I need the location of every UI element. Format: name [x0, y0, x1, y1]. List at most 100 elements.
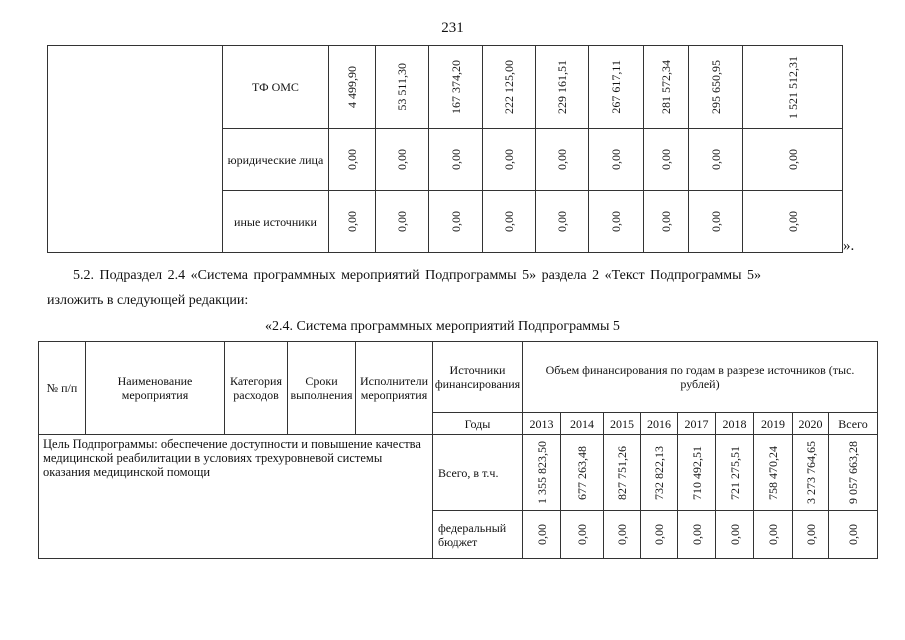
value-cell-text: 0,00 — [502, 149, 516, 170]
value-cell-text: 0,00 — [609, 211, 623, 232]
source-label: юридические лица — [222, 128, 329, 191]
value-cell: 0,00 — [588, 128, 644, 191]
value-cell-text: 0,00 — [659, 211, 673, 232]
value-cell: 0,00 — [742, 190, 843, 253]
value-cell: 0,00 — [677, 510, 716, 559]
header-name: Наименование мероприятия — [85, 341, 225, 435]
value-cell: 0,00 — [522, 510, 561, 559]
value-cell-text: 721 275,51 — [727, 445, 742, 500]
value-cell-text: 0,00 — [689, 524, 704, 545]
header-num: № п/п — [38, 341, 86, 435]
value-cell: 0,00 — [535, 190, 589, 253]
value-cell: 0,00 — [560, 510, 604, 559]
header-sources: Источники финансирования — [432, 341, 523, 413]
value-cell: 53 511,30 — [375, 45, 429, 129]
value-cell-text: 0,00 — [785, 149, 800, 170]
value-cell: 0,00 — [688, 128, 743, 191]
value-cell: 677 263,48 — [560, 434, 604, 511]
value-cell-text: 1 521 512,31 — [785, 55, 800, 119]
value-cell-text: 0,00 — [448, 211, 463, 232]
year-header: 2020 — [792, 412, 829, 435]
blank-cell — [47, 45, 223, 253]
value-cell: 267 617,11 — [588, 45, 644, 129]
value-cell: 0,00 — [828, 510, 878, 559]
year-header: 2018 — [715, 412, 754, 435]
goal-cell: Цель Подпрограммы: обеспечение доступнос… — [38, 434, 433, 559]
year-header: 2017 — [677, 412, 716, 435]
value-cell: 0,00 — [640, 510, 678, 559]
value-cell: 229 161,51 — [535, 45, 589, 129]
value-cell-text: 758 470,24 — [766, 445, 780, 500]
value-cell: 0,00 — [643, 128, 689, 191]
value-cell: 710 492,51 — [677, 434, 716, 511]
value-cell-text: 0,00 — [615, 524, 629, 545]
value-cell: 0,00 — [328, 190, 376, 253]
value-cell-text: 0,00 — [609, 149, 623, 170]
value-cell: 1 521 512,31 — [742, 45, 843, 129]
source-label: Всего, в т.ч. — [432, 434, 523, 511]
value-cell-text: 0,00 — [345, 149, 359, 170]
value-cell: 3 273 764,65 — [792, 434, 829, 511]
value-cell-text: 0,00 — [659, 149, 673, 170]
value-cell: 732 822,13 — [640, 434, 678, 511]
value-cell: 0,00 — [482, 190, 536, 253]
value-cell: 0,00 — [742, 128, 843, 191]
value-cell-text: 677 263,48 — [575, 445, 589, 500]
year-header: 2013 — [522, 412, 561, 435]
value-cell: 0,00 — [643, 190, 689, 253]
year-header: 2015 — [603, 412, 641, 435]
value-cell: 721 275,51 — [715, 434, 754, 511]
value-cell: 0,00 — [482, 128, 536, 191]
year-header: 2014 — [560, 412, 604, 435]
value-cell-text: 4 499,90 — [345, 66, 359, 108]
value-cell: 295 650,95 — [688, 45, 743, 129]
value-cell-text: 0,00 — [708, 211, 723, 232]
value-cell-text: 0,00 — [345, 211, 359, 232]
closing-quote: ». — [843, 238, 855, 254]
value-cell-text: 0,00 — [395, 149, 409, 170]
value-cell: 0,00 — [375, 128, 429, 191]
header-terms: Сроки выполнения — [287, 341, 356, 435]
header-category: Категория расходов — [224, 341, 288, 435]
value-cell-text: 827 751,26 — [615, 445, 629, 500]
value-cell-text: 295 650,95 — [708, 60, 723, 114]
value-cell: 0,00 — [428, 128, 483, 191]
value-cell-text: 0,00 — [803, 524, 818, 545]
value-cell: 281 572,34 — [643, 45, 689, 129]
value-cell-text: 0,00 — [652, 524, 666, 545]
value-cell-text: 222 125,00 — [502, 60, 516, 114]
source-label: иные источники — [222, 190, 329, 253]
value-cell-text: 0,00 — [534, 524, 549, 545]
value-cell-text: 0,00 — [785, 211, 800, 232]
value-cell: 0,00 — [792, 510, 829, 559]
paragraph-line-1: 5.2. Подраздел 2.4 «Система программных … — [73, 268, 762, 283]
header-executors: Исполнители мероприятия — [355, 341, 433, 435]
value-cell: 0,00 — [753, 510, 793, 559]
value-cell-text: 710 492,51 — [689, 445, 704, 500]
page-number: 231 — [441, 20, 464, 36]
value-cell-text: 0,00 — [846, 524, 860, 545]
value-cell: 4 499,90 — [328, 45, 376, 129]
value-cell-text: 0,00 — [575, 524, 589, 545]
section-caption: «2.4. Система программных мероприятий По… — [265, 319, 620, 334]
value-cell: 222 125,00 — [482, 45, 536, 129]
value-cell-text: 229 161,51 — [555, 60, 569, 114]
value-cell: 0,00 — [688, 190, 743, 253]
value-cell-text: 3 273 764,65 — [803, 441, 818, 504]
value-cell-text: 0,00 — [766, 524, 780, 545]
value-cell-text: 281 572,34 — [659, 60, 673, 114]
year-header: 2016 — [640, 412, 678, 435]
value-cell: 0,00 — [588, 190, 644, 253]
value-cell-text: 0,00 — [555, 211, 569, 232]
value-cell-text: 53 511,30 — [395, 63, 409, 111]
value-cell-text: 732 822,13 — [652, 445, 666, 500]
value-cell: 0,00 — [715, 510, 754, 559]
year-header: 2019 — [753, 412, 793, 435]
value-cell: 0,00 — [535, 128, 589, 191]
value-cell-text: 0,00 — [502, 211, 516, 232]
source-label: ТФ ОМС — [222, 45, 329, 129]
value-cell: 167 374,20 — [428, 45, 483, 129]
value-cell-text: 1 355 823,50 — [534, 441, 549, 504]
value-cell-text: 0,00 — [395, 211, 409, 232]
value-cell: 1 355 823,50 — [522, 434, 561, 511]
